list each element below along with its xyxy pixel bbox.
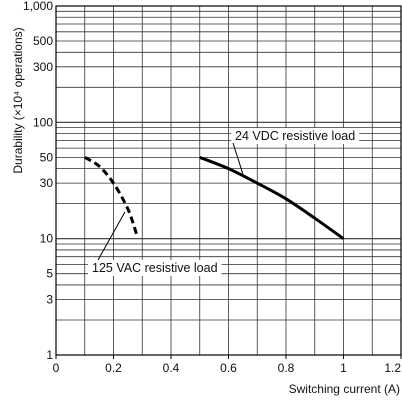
x-tick-label: 1 <box>340 361 347 375</box>
x-tick-label: 0.8 <box>278 361 295 375</box>
y-tick-label: 50 <box>40 150 54 164</box>
series-label-bg-1 <box>88 260 222 276</box>
x-tick-label: 0.6 <box>220 361 237 375</box>
y-axis-title: Durability (×10⁴ operations) <box>11 27 25 173</box>
y-tick-label: 5 <box>46 267 53 281</box>
series-layer <box>83 155 345 240</box>
y-tick-label: 3 <box>46 292 53 306</box>
x-tick-label: 0.4 <box>163 361 180 375</box>
y-tick-label: 1 <box>46 348 53 362</box>
series-label-0: 24 VDC resistive load <box>235 129 355 143</box>
series-line-1 <box>83 156 138 235</box>
series-line-0 <box>199 155 345 240</box>
y-tick-label: 500 <box>33 34 53 48</box>
y-tick-label: 30 <box>40 176 54 190</box>
y-tick-label: 100 <box>33 115 53 129</box>
x-tick-label: 1.2 <box>384 361 401 375</box>
x-axis-title: Switching current (A) <box>289 382 400 396</box>
series-leader-0 <box>232 142 244 175</box>
series-leader-1 <box>97 211 126 261</box>
labels-layer: 0 0.2 0.4 0.6 0.8 1 1.2 1 3 5 10 30 50 100 300 500 1,000… <box>11 0 401 396</box>
series-label-1: 125 VAC resistive load <box>92 261 218 275</box>
y-tick-label: 300 <box>33 60 53 74</box>
grid-layer <box>55 5 402 359</box>
y-tick-label: 10 <box>40 232 54 246</box>
series-label-bg-0 <box>231 128 360 144</box>
x-tick-label: 0.2 <box>105 361 122 375</box>
x-tick-label: 0 <box>53 361 60 375</box>
y-tick-label: 1,000 <box>23 0 53 13</box>
